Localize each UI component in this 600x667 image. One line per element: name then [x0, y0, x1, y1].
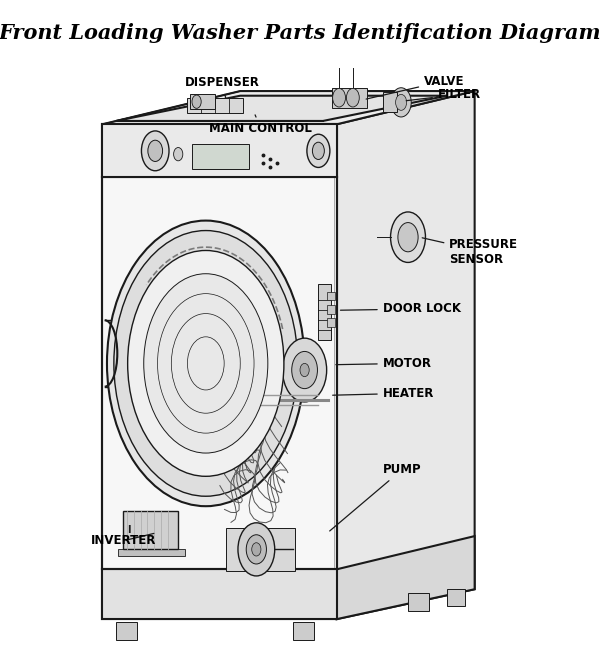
Polygon shape [337, 91, 475, 619]
Bar [408, 592, 428, 611]
Circle shape [173, 147, 183, 161]
Circle shape [391, 88, 411, 117]
Bar [123, 511, 178, 550]
Circle shape [283, 338, 326, 402]
Text: DOOR LOCK: DOOR LOCK [340, 302, 461, 315]
Circle shape [246, 535, 266, 564]
Circle shape [252, 543, 261, 556]
Bar [118, 550, 185, 556]
Bar [293, 622, 314, 640]
Polygon shape [103, 570, 337, 619]
Bar [383, 93, 397, 112]
Bar [326, 305, 335, 313]
Circle shape [128, 251, 284, 476]
Text: I: I [127, 525, 130, 535]
Polygon shape [103, 124, 337, 619]
Circle shape [107, 221, 305, 506]
Bar [192, 143, 250, 169]
Circle shape [313, 142, 325, 159]
Bar [116, 622, 137, 640]
Bar [447, 589, 466, 606]
Text: MOTOR: MOTOR [336, 357, 432, 370]
Text: FILTER: FILTER [406, 88, 481, 101]
Circle shape [148, 140, 163, 161]
Circle shape [332, 89, 346, 107]
Polygon shape [103, 124, 337, 177]
Text: INVERTER: INVERTER [91, 534, 156, 547]
Bar [319, 283, 331, 340]
Circle shape [144, 273, 268, 453]
Bar [332, 88, 367, 107]
Text: VALVE: VALVE [366, 75, 464, 99]
Bar [326, 318, 335, 327]
Bar [190, 94, 215, 109]
Circle shape [114, 231, 298, 496]
Circle shape [300, 364, 309, 377]
Circle shape [292, 352, 317, 389]
Circle shape [192, 95, 201, 108]
Circle shape [398, 223, 418, 252]
Circle shape [238, 523, 275, 576]
Text: HEATER: HEATER [332, 387, 434, 400]
Circle shape [346, 89, 359, 107]
Text: PRESSURE
SENSOR: PRESSURE SENSOR [422, 238, 518, 266]
Bar [326, 291, 335, 300]
Polygon shape [116, 95, 447, 121]
Circle shape [142, 131, 169, 171]
Text: Front Loading Washer Parts Identification Diagram: Front Loading Washer Parts Identificatio… [0, 23, 600, 43]
Text: PUMP: PUMP [329, 463, 421, 531]
Text: MAIN CONTROL: MAIN CONTROL [209, 115, 313, 135]
Circle shape [307, 134, 330, 167]
Bar [226, 528, 295, 572]
Polygon shape [103, 91, 475, 124]
Circle shape [391, 212, 425, 262]
Circle shape [395, 94, 407, 110]
Polygon shape [337, 536, 475, 619]
Bar [187, 98, 242, 113]
Text: DISPENSER: DISPENSER [184, 76, 259, 98]
